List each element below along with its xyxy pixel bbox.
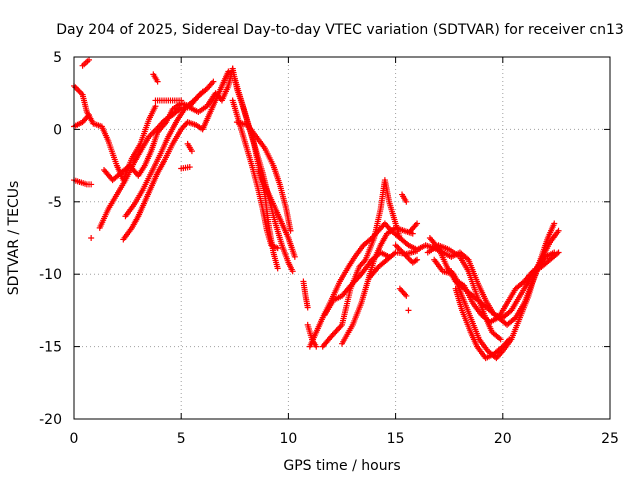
data-point — [304, 304, 311, 311]
data-point — [274, 265, 281, 272]
axis-ticks: 0 5 10 15 20 25 -20 -15 -10 -5 0 5 — [39, 50, 619, 447]
data-point — [291, 253, 298, 260]
data-point — [396, 235, 403, 241]
data-point — [506, 336, 513, 343]
data-point — [414, 256, 421, 263]
data-point — [414, 248, 421, 255]
data-point — [199, 88, 206, 95]
y-tick-label: -5 — [48, 195, 62, 211]
data-point — [555, 227, 562, 234]
data-point — [551, 220, 558, 227]
x-axis-label: GPS time / hours — [283, 458, 400, 474]
data-point — [414, 220, 421, 227]
data-point — [555, 249, 562, 256]
data-point — [72, 84, 79, 91]
data-point — [289, 268, 296, 275]
data-point — [86, 56, 93, 63]
chart-title: Day 204 of 2025, Sidereal Day-to-day VTE… — [56, 22, 624, 38]
x-tick-label: 5 — [177, 431, 186, 447]
data-point — [403, 198, 410, 205]
data-point — [394, 243, 401, 250]
data-point — [287, 227, 294, 234]
x-tick-label: 0 — [70, 431, 79, 447]
data-point — [76, 88, 83, 95]
data-point — [88, 181, 95, 188]
data-point — [210, 78, 217, 85]
data-point — [274, 245, 281, 252]
y-tick-label: 5 — [53, 50, 62, 66]
data-point — [404, 253, 411, 260]
data-point — [73, 85, 80, 92]
data-point — [392, 242, 399, 249]
data-points — [71, 56, 562, 362]
data-point — [497, 336, 504, 343]
y-axis-label: SDTVAR / TECUs — [6, 181, 22, 296]
x-tick-label: 20 — [494, 431, 512, 447]
plot-frame — [73, 56, 611, 420]
data-point — [154, 78, 161, 85]
y-tick-label: -20 — [39, 412, 62, 428]
data-point — [403, 292, 410, 299]
data-point — [88, 235, 95, 241]
data-point — [152, 103, 159, 110]
x-tick-label: 25 — [601, 431, 619, 447]
x-tick-label: 10 — [279, 431, 297, 447]
data-point — [399, 249, 406, 256]
y-tick-label: 0 — [53, 122, 62, 138]
data-point — [405, 307, 412, 314]
x-tick-label: 15 — [387, 431, 405, 447]
data-point — [313, 343, 320, 350]
data-point — [395, 245, 402, 252]
data-point — [188, 148, 195, 155]
data-point — [75, 87, 82, 94]
data-point — [86, 111, 93, 118]
y-tick-label: -10 — [39, 267, 62, 283]
data-point — [178, 97, 185, 104]
y-tick-label: -15 — [39, 340, 62, 356]
data-point — [225, 68, 232, 75]
data-point — [186, 164, 193, 171]
